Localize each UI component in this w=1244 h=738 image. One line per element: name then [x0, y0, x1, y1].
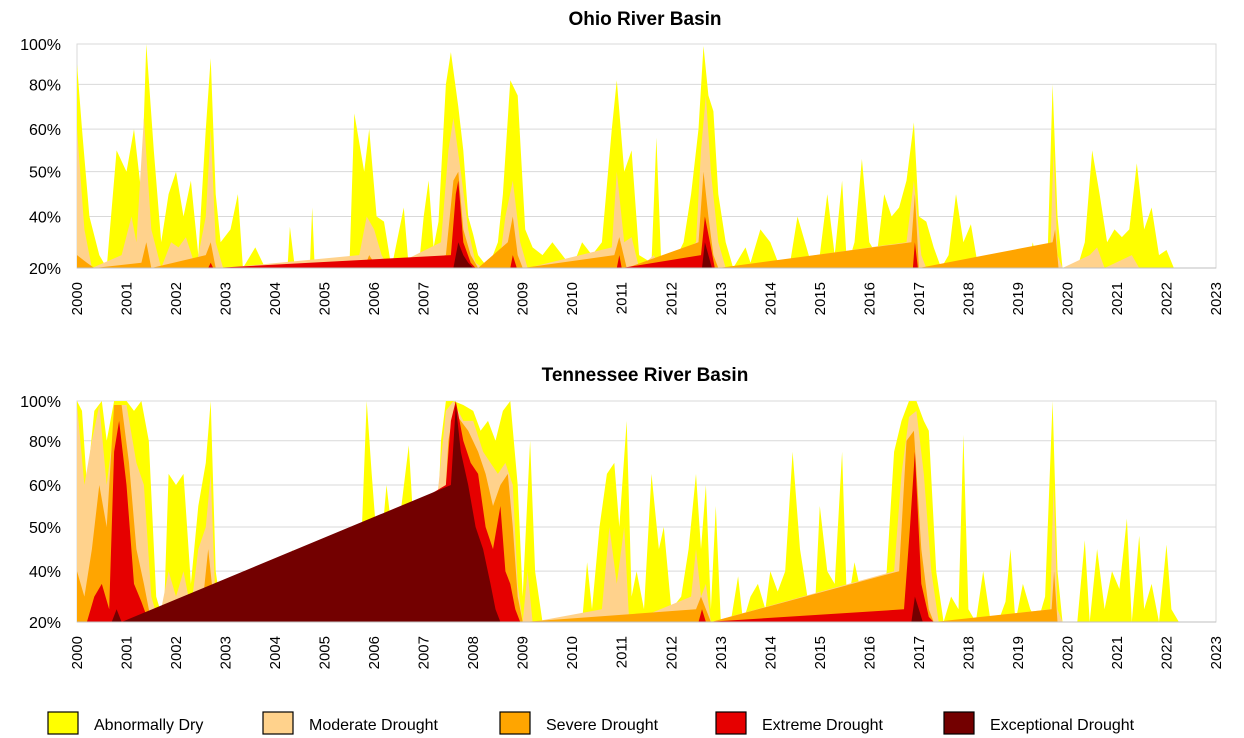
- x-tick-label: 2006: [366, 282, 383, 315]
- y-tick-label: 40%: [29, 209, 61, 226]
- x-tick-label: 2003: [218, 282, 235, 315]
- x-tick-label: 2023: [1208, 282, 1225, 315]
- plot-area: [76, 43, 1217, 269]
- x-tick-label: 2009: [515, 636, 532, 669]
- x-tick-label: 2015: [812, 282, 829, 315]
- x-tick-label: 2005: [317, 282, 334, 315]
- x-tick-label: 2012: [663, 636, 680, 669]
- legend-label: Severe Drought: [546, 717, 659, 734]
- x-tick-label: 2017: [911, 282, 928, 315]
- legend-label: Exceptional Drought: [990, 717, 1135, 734]
- y-tick-label: 100%: [20, 394, 61, 411]
- x-tick-label: 2001: [119, 636, 136, 669]
- x-tick-label: 2005: [317, 636, 334, 669]
- legend-label: Extreme Drought: [762, 717, 883, 734]
- x-tick-label: 2011: [614, 636, 631, 668]
- x-tick-label: 2006: [366, 636, 383, 669]
- legend-swatch: [499, 711, 531, 735]
- y-tick-label: 60%: [29, 478, 61, 495]
- x-tick-label: 2015: [812, 636, 829, 669]
- y-tick-label: 20%: [29, 261, 61, 278]
- y-tick-label: 50%: [29, 520, 61, 537]
- y-tick-label: 20%: [29, 615, 61, 632]
- legend-swatch: [715, 711, 747, 735]
- x-tick-label: 2016: [861, 636, 878, 669]
- x-tick-label: 2013: [713, 636, 730, 669]
- y-tick-label: 50%: [29, 165, 61, 182]
- y-tick-label: 40%: [29, 564, 61, 581]
- series-area-moderate-drought: [77, 95, 1140, 268]
- y-tick-label: 100%: [20, 37, 61, 54]
- x-tick-label: 2008: [465, 636, 482, 669]
- legend-label: Abnormally Dry: [94, 717, 203, 734]
- y-tick-label: 80%: [29, 434, 61, 451]
- x-tick-label: 2022: [1159, 282, 1176, 315]
- x-tick-label: 2012: [663, 282, 680, 315]
- x-tick-label: 2020: [1059, 282, 1076, 315]
- y-tick-label: 80%: [29, 77, 61, 94]
- x-tick-label: 2013: [713, 282, 730, 315]
- x-tick-label: 2017: [911, 636, 928, 669]
- x-tick-label: 2001: [119, 282, 136, 315]
- legend-swatch: [943, 711, 975, 735]
- legend-swatch: [47, 711, 79, 735]
- x-tick-label: 2004: [267, 282, 284, 315]
- x-tick-label: 2010: [564, 636, 581, 669]
- x-tick-label: 2007: [416, 636, 433, 669]
- x-tick-label: 2018: [960, 282, 977, 315]
- x-tick-label: 2009: [515, 282, 532, 315]
- x-tick-label: 2011: [614, 282, 631, 314]
- x-tick-label: 2021: [1109, 636, 1126, 669]
- x-tick-label: 2000: [69, 282, 86, 315]
- x-tick-label: 2020: [1059, 636, 1076, 669]
- x-tick-label: 2014: [762, 636, 779, 669]
- ohio-river-basin-chart: Ohio River Basin 20% 40% 50% 60% 80% 100% 2000…: [20, 9, 1225, 315]
- legend-label: Moderate Drought: [309, 717, 439, 734]
- x-tick-label: 2007: [416, 282, 433, 315]
- x-tick-label: 2023: [1208, 636, 1225, 669]
- legend-swatch: [262, 711, 294, 735]
- x-tick-label: 2014: [762, 282, 779, 315]
- chart-title: Ohio River Basin: [568, 9, 721, 30]
- chart-title: Tennessee River Basin: [542, 365, 749, 386]
- x-tick-label: 2002: [168, 636, 185, 669]
- x-tick-label: 2010: [564, 282, 581, 315]
- x-tick-label: 2019: [1010, 636, 1027, 669]
- x-tick-label: 2018: [960, 636, 977, 669]
- series-area-exceptional-drought: [111, 405, 923, 622]
- y-tick-label: 60%: [29, 122, 61, 139]
- x-tick-label: 2016: [861, 282, 878, 315]
- x-tick-label: 2003: [218, 636, 235, 669]
- tennessee-river-basin-chart: Tennessee River Basin 20% 40% 50% 60% 80% 100…: [20, 365, 1225, 669]
- x-tick-label: 2021: [1109, 282, 1126, 315]
- legend: Abnormally Dry Moderate Drought Severe Dro…: [47, 711, 1135, 735]
- x-tick-label: 2008: [465, 282, 482, 315]
- x-tick-label: 2002: [168, 282, 185, 315]
- x-tick-label: 2004: [267, 636, 284, 669]
- x-tick-label: 2000: [69, 636, 86, 669]
- x-tick-label: 2022: [1159, 636, 1176, 669]
- x-tick-label: 2019: [1010, 282, 1027, 315]
- series-area-extreme-drought: [77, 180, 918, 268]
